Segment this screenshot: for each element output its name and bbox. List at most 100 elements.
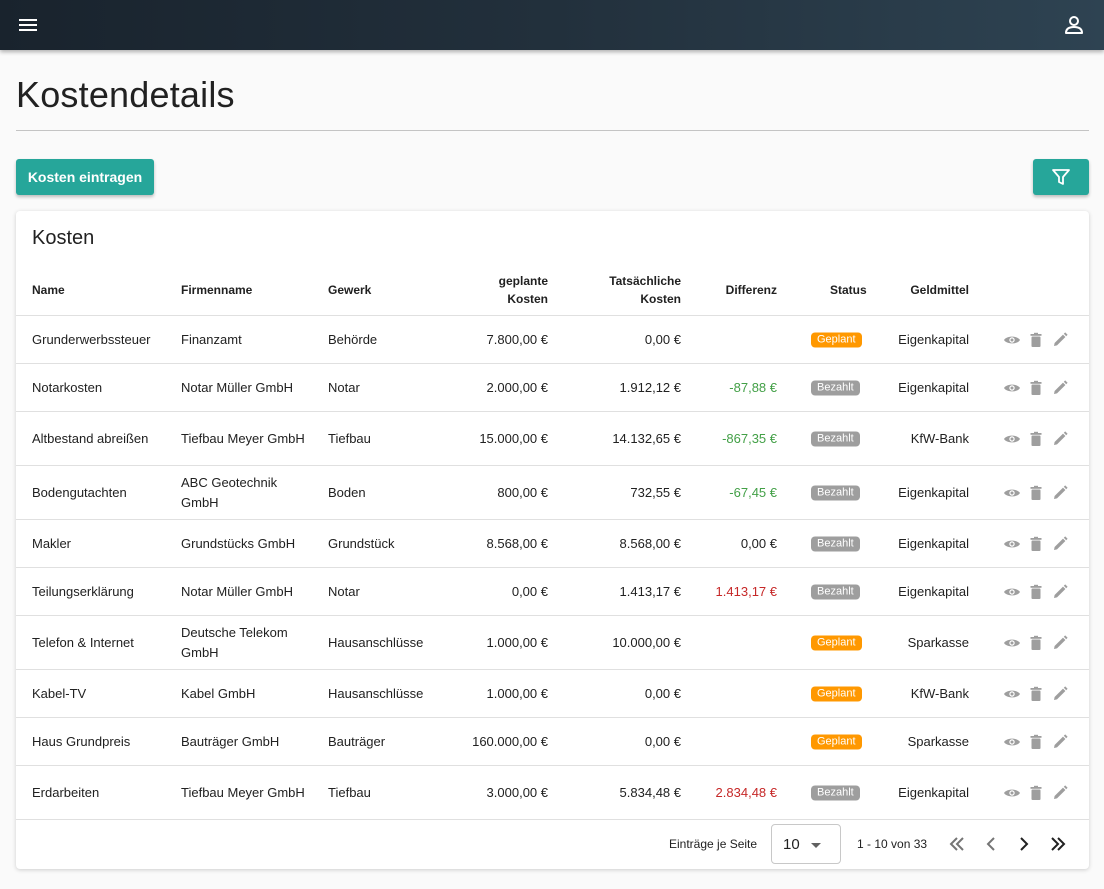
first-page-icon[interactable]: [945, 832, 969, 856]
cell-actual-cost: 0,00 €: [644, 331, 681, 347]
cell-company: Bauträger GmbH: [181, 733, 280, 749]
previous-page-icon[interactable]: [979, 832, 1003, 856]
eye-icon[interactable]: [1003, 430, 1021, 448]
column-header-planned[interactable]: geplante Kosten: [499, 272, 548, 308]
edit-icon[interactable]: [1051, 430, 1069, 448]
delete-icon[interactable]: [1027, 430, 1045, 448]
row-actions: [1003, 583, 1073, 601]
column-header-funds[interactable]: Geldmittel: [910, 283, 969, 297]
eye-icon[interactable]: [1003, 784, 1021, 802]
column-header-difference[interactable]: Differenz: [725, 283, 777, 297]
cell-company: Notar Müller GmbH: [181, 583, 293, 599]
delete-icon[interactable]: [1027, 379, 1045, 397]
cell-funds: Eigenkapital: [898, 784, 969, 800]
delete-icon[interactable]: [1027, 535, 1045, 553]
table-row[interactable]: Kabel-TV Kabel GmbH Hausanschlüsse 1.000,00…: [16, 669, 1089, 717]
column-header-planned-line2: Kosten: [507, 292, 548, 306]
table-row[interactable]: Bodengutachten ABC Geotechnik GmbH Boden 80…: [16, 465, 1089, 519]
account-icon[interactable]: [1062, 13, 1086, 37]
pagination-footer: Einträge je Seite 10 1 - 10 von 33: [16, 819, 1089, 869]
status-badge: Bezahlt: [811, 536, 860, 551]
cell-trade: Tiefbau: [328, 784, 371, 800]
cell-name: Bodengutachten: [32, 484, 127, 500]
filter-button[interactable]: [1033, 159, 1089, 195]
per-page-value: 10: [783, 836, 800, 853]
next-page-icon[interactable]: [1012, 832, 1036, 856]
cell-difference: 2.834,48 €: [715, 784, 777, 800]
filter-icon: [1052, 169, 1070, 185]
edit-icon[interactable]: [1051, 685, 1069, 703]
column-header-status[interactable]: Status: [830, 283, 867, 297]
cell-actual-cost: 0,00 €: [644, 685, 681, 701]
cell-company: Tiefbau Meyer GmbH: [181, 784, 305, 800]
cell-actual-cost: 1.413,17 €: [619, 583, 681, 599]
per-page-select[interactable]: 10: [771, 824, 841, 864]
column-header-company[interactable]: Firmenname: [181, 283, 253, 297]
top-app-bar: [0, 0, 1104, 50]
cell-funds: KfW-Bank: [910, 685, 969, 701]
column-header-trade[interactable]: Gewerk: [328, 283, 372, 297]
cell-trade: Bauträger: [328, 733, 386, 749]
edit-icon[interactable]: [1051, 583, 1069, 601]
menu-icon[interactable]: [14, 11, 42, 39]
last-page-icon[interactable]: [1046, 832, 1070, 856]
eye-icon[interactable]: [1003, 685, 1021, 703]
edit-icon[interactable]: [1051, 484, 1069, 502]
table-row[interactable]: Makler Grundstücks GmbH Grundstück 8.568,00…: [16, 519, 1089, 567]
cell-company: Deutsche Telekom GmbH: [181, 624, 288, 660]
column-header-actual[interactable]: Tatsächliche Kosten: [609, 272, 681, 308]
table-row[interactable]: Teilungserklärung Notar Müller GmbH Notar 0…: [16, 567, 1089, 615]
cell-funds: Eigenkapital: [898, 484, 969, 500]
delete-icon[interactable]: [1027, 685, 1045, 703]
cell-company: Kabel GmbH: [181, 685, 256, 701]
status-badge: Bezahlt: [811, 485, 860, 500]
cell-name: Erdarbeiten: [32, 784, 100, 800]
cell-planned-cost: 1.000,00 €: [486, 634, 548, 650]
cell-planned-cost: 7.800,00 €: [486, 331, 548, 347]
table-row[interactable]: Telefon & Internet Deutsche Telekom GmbH H…: [16, 615, 1089, 669]
cell-trade: Behörde: [328, 331, 378, 347]
table-row[interactable]: Altbestand abreißen Tiefbau Meyer GmbH Tie…: [16, 411, 1089, 465]
eye-icon[interactable]: [1003, 583, 1021, 601]
column-header-name[interactable]: Name: [32, 283, 65, 297]
table-row[interactable]: Grunderwerbssteuer Finanzamt Behörde 7.800,…: [16, 315, 1089, 363]
delete-icon[interactable]: [1027, 484, 1045, 502]
edit-icon[interactable]: [1051, 379, 1069, 397]
status-badge: Bezahlt: [811, 584, 860, 599]
delete-icon[interactable]: [1027, 784, 1045, 802]
cell-name: Notarkosten: [32, 379, 103, 395]
delete-icon[interactable]: [1027, 331, 1045, 349]
delete-icon[interactable]: [1027, 733, 1045, 751]
table-row[interactable]: Haus Grundpreis Bauträger GmbH Bauträger 16…: [16, 717, 1089, 765]
add-cost-button[interactable]: Kosten eintragen: [16, 159, 154, 195]
edit-icon[interactable]: [1051, 331, 1069, 349]
cell-name: Telefon & Internet: [32, 634, 134, 650]
cell-funds: Eigenkapital: [898, 583, 969, 599]
table-row[interactable]: Erdarbeiten Tiefbau Meyer GmbH Tiefbau 3.00…: [16, 765, 1089, 819]
table-row[interactable]: Notarkosten Notar Müller GmbH Notar 2.000,0…: [16, 363, 1089, 411]
delete-icon[interactable]: [1027, 634, 1045, 652]
row-actions: [1003, 535, 1073, 553]
cell-funds: Eigenkapital: [898, 535, 969, 551]
edit-icon[interactable]: [1051, 634, 1069, 652]
eye-icon[interactable]: [1003, 634, 1021, 652]
status-badge: Geplant: [811, 635, 862, 650]
edit-icon[interactable]: [1051, 535, 1069, 553]
title-divider: [16, 130, 1089, 131]
cell-name: Teilungserklärung: [32, 583, 134, 599]
cell-funds: KfW-Bank: [910, 430, 969, 446]
delete-icon[interactable]: [1027, 583, 1045, 601]
eye-icon[interactable]: [1003, 379, 1021, 397]
status-badge: Geplant: [811, 734, 862, 749]
cell-name: Haus Grundpreis: [32, 733, 131, 749]
eye-icon[interactable]: [1003, 733, 1021, 751]
row-actions: [1003, 484, 1073, 502]
eye-icon[interactable]: [1003, 484, 1021, 502]
cell-trade: Notar: [328, 379, 360, 395]
edit-icon[interactable]: [1051, 784, 1069, 802]
eye-icon[interactable]: [1003, 535, 1021, 553]
cell-planned-cost: 15.000,00 €: [479, 430, 548, 446]
cell-trade: Hausanschlüsse: [328, 634, 424, 650]
edit-icon[interactable]: [1051, 733, 1069, 751]
eye-icon[interactable]: [1003, 331, 1021, 349]
